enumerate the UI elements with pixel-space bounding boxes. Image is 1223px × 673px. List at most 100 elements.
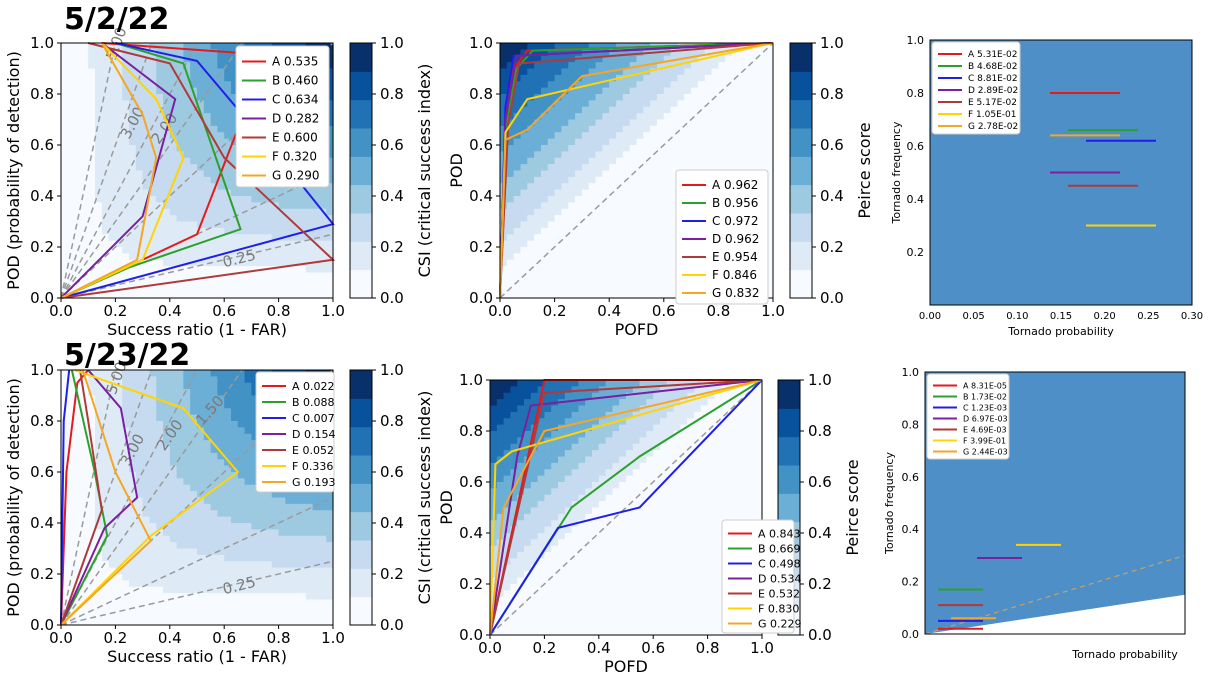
legend-label-F: F 0.320 [272,150,317,164]
x-axis-label: Tornado probability [1071,648,1178,661]
x-tick-label: 0.6 [641,639,665,657]
date-title-row2: 5/23/22 [64,338,191,373]
colorbar-segment [790,156,812,186]
y-tick-label: 0.6 [459,473,483,491]
colorbar-segment [350,43,372,72]
series-line-E [60,42,336,299]
x-tick-label: 0.8 [267,629,291,647]
legend-label-B: B 0.460 [272,74,318,88]
x-tick-label: 1.0 [750,639,774,657]
colorbar-segment [350,483,372,513]
x-tick-label: 0.6 [212,302,236,320]
x-axis-label: Success ratio (1 - FAR) [107,320,287,339]
bias-line [60,42,153,299]
legend-label-B: B 4.68E-02 [968,62,1017,72]
y-tick-label: 0.4 [469,187,493,205]
y-tick-label: 0.4 [902,523,920,536]
colorbar-tick-label: 0.6 [380,463,404,481]
x-tick-label: 0.4 [587,639,611,657]
legend-label-C: C 0.634 [272,93,319,107]
legend-label-C: C 1.23E-03 [963,403,1007,412]
bias-line [60,369,243,626]
legend-label-A: A 0.535 [272,55,318,69]
colorbar-segment [350,128,372,157]
x-tick-label: 0.2 [532,639,556,657]
colorbar-segment [350,511,372,541]
y-tick-label: 0.4 [459,524,483,542]
colorbar-tick-label: 0.4 [380,514,404,532]
x-tick-label: 0.6 [652,302,676,320]
legend-label-C: C 0.007 [292,412,335,425]
y-tick-label: 0.8 [30,85,54,103]
y-tick-label: 0.0 [459,626,483,644]
colorbar-label: Peirce score [855,122,874,218]
colorbar-frame [349,369,373,626]
colorbar-segment [790,241,812,271]
legend-label-E: E 0.532 [758,587,800,600]
colorbar-segment [350,99,372,129]
performance-diagram-1: 5.003.00 2.000.250.0 0.2 0.4 0.6 0.8 1.00.00.2… [4,25,434,339]
date-title-row1: 5/2/22 [64,2,170,37]
y-tick-label: 1.0 [907,34,925,47]
colorbar-tick-label: 0.8 [808,422,832,440]
colorbar-tick-label: 0.0 [380,616,404,634]
y-tick-label: 0.2 [469,238,493,256]
series-line-G [60,42,158,299]
x-tick-label: 0.6 [212,629,236,647]
colorbar-label: CSI (critical success index) [415,64,434,278]
legend-label-F: F 3.99E-01 [963,436,1006,445]
x-tick-label: 0.00 [919,311,941,322]
y-axis-label: POD (probability of detection) [4,378,23,617]
colorbar-segment [778,408,800,438]
y-tick-label: 0.6 [902,471,920,484]
y-axis-label: Tornado frequency [883,452,896,555]
series-line-E [60,369,103,626]
legend-label-A: A 5.31E-02 [968,50,1017,60]
colorbar-tick-label: 0.6 [380,136,404,154]
x-tick-label: 0.0 [478,639,502,657]
y-tick-label: 0.4 [30,187,54,205]
x-axis-label: Tornado probability [1007,325,1114,338]
x-tick-label: 0.0 [488,302,512,320]
x-tick-label: 0.2 [543,302,567,320]
y-tick-label: 0.8 [459,422,483,440]
y-axis-label: POD [447,153,466,188]
y-tick-label: 0.8 [907,87,925,100]
colorbar-tick-label: 1.0 [808,371,832,389]
y-tick-label: 1.0 [459,371,483,389]
colorbar-tick-label: 1.0 [380,361,404,379]
colorbar-tick-label: 0.4 [808,524,832,542]
legend-label-C: C 8.81E-02 [968,74,1018,84]
bias-line [60,42,117,299]
series-line-F [60,369,240,626]
performance-diagram-2: 5.003.00 2.001.500.250.0 0.2 0.4 0.6 0.8 1.00.… [4,359,434,666]
x-tick-label: 1.0 [321,302,345,320]
colorbar-tick-label: 0.0 [808,626,832,644]
y-axis-label: Tornado frequency [890,121,903,224]
legend-label-F: F 1.05E-01 [968,110,1016,120]
y-tick-label: 0.4 [907,193,925,206]
x-tick-label: 0.2 [103,302,127,320]
legend-label-D: D 0.282 [272,112,319,126]
series-line-F [60,42,185,299]
legend-label-B: B 1.73E-02 [963,392,1007,401]
legend-label-C: C 0.972 [712,214,759,228]
x-axis-label: Success ratio (1 - FAR) [107,647,287,666]
legend-label-B: B 0.088 [292,396,335,409]
colorbar-segment [790,99,812,129]
legend-label-E: E 4.69E-03 [963,425,1007,434]
y-tick-label: 0.2 [459,575,483,593]
legend-label-E: E 0.052 [292,444,334,457]
legend-label-D: D 2.89E-02 [968,86,1018,96]
y-axis-label: POD (probability of detection) [4,51,23,290]
colorbar-frame [777,379,801,636]
series-line-D [60,369,139,626]
bias-line [60,560,334,626]
y-tick-label: 0.2 [30,238,54,256]
x-tick-label: 0.0 [49,302,73,320]
colorbar-segment [350,156,372,186]
colorbar-segment [350,241,372,271]
y-tick-label: 0.2 [30,565,54,583]
legend-label-D: D 0.154 [292,428,335,441]
colorbar-frame [349,42,373,299]
